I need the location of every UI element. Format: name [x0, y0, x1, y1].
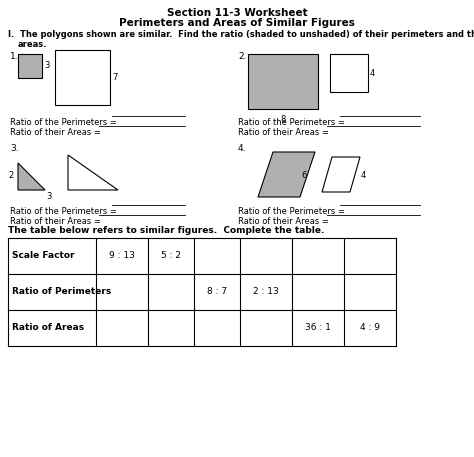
- Text: 4 : 9: 4 : 9: [360, 324, 380, 333]
- Text: 2.: 2.: [238, 52, 246, 61]
- Text: 3: 3: [46, 192, 51, 201]
- Text: Perimeters and Areas of Similar Figures: Perimeters and Areas of Similar Figures: [119, 18, 355, 28]
- Bar: [330, 54, 368, 92]
- Text: 8: 8: [280, 115, 286, 124]
- Text: Ratio of the Perimeters =: Ratio of the Perimeters =: [10, 207, 119, 216]
- Text: Ratio of the Perimeters =: Ratio of the Perimeters =: [238, 118, 347, 127]
- Text: 3.: 3.: [10, 144, 18, 153]
- Text: Ratio of Areas: Ratio of Areas: [12, 324, 84, 333]
- Text: Ratio of their Areas =: Ratio of their Areas =: [238, 128, 331, 137]
- Text: Ratio of their Areas =: Ratio of their Areas =: [238, 217, 331, 226]
- Text: 4.: 4.: [238, 144, 246, 153]
- Text: 7: 7: [112, 73, 118, 82]
- Text: 5 : 2: 5 : 2: [161, 251, 181, 260]
- Text: 2 : 13: 2 : 13: [253, 287, 279, 297]
- Polygon shape: [322, 157, 360, 192]
- Text: Section 11-3 Worksheet: Section 11-3 Worksheet: [167, 8, 307, 18]
- Polygon shape: [258, 152, 315, 197]
- Text: Ratio of Perimeters: Ratio of Perimeters: [12, 287, 111, 297]
- Text: 6: 6: [301, 170, 306, 180]
- Polygon shape: [68, 155, 118, 190]
- Text: Ratio of their Areas =: Ratio of their Areas =: [10, 217, 103, 226]
- Polygon shape: [18, 163, 45, 190]
- Text: Ratio of their Areas =: Ratio of their Areas =: [10, 128, 103, 137]
- Text: I.  The polygons shown are similar.  Find the ratio (shaded to unshaded) of thei: I. The polygons shown are similar. Find …: [8, 30, 474, 39]
- Bar: [18, 54, 42, 78]
- Text: 36 : 1: 36 : 1: [305, 324, 331, 333]
- Text: Ratio of the Perimeters =: Ratio of the Perimeters =: [238, 207, 347, 216]
- Text: 9 : 13: 9 : 13: [109, 251, 135, 260]
- Text: 2: 2: [9, 171, 14, 181]
- Text: 1.: 1.: [10, 52, 18, 61]
- Text: Scale Factor: Scale Factor: [12, 251, 74, 260]
- Text: 4: 4: [370, 69, 375, 78]
- Bar: [248, 54, 318, 109]
- Text: 3: 3: [44, 62, 49, 70]
- Bar: [55, 50, 110, 105]
- Text: Ratio of the Perimeters =: Ratio of the Perimeters =: [10, 118, 119, 127]
- Text: The table below refers to similar figures.  Complete the table.: The table below refers to similar figure…: [8, 226, 324, 235]
- Text: 8 : 7: 8 : 7: [207, 287, 227, 297]
- Text: 4: 4: [361, 170, 366, 180]
- Text: areas.: areas.: [18, 40, 47, 49]
